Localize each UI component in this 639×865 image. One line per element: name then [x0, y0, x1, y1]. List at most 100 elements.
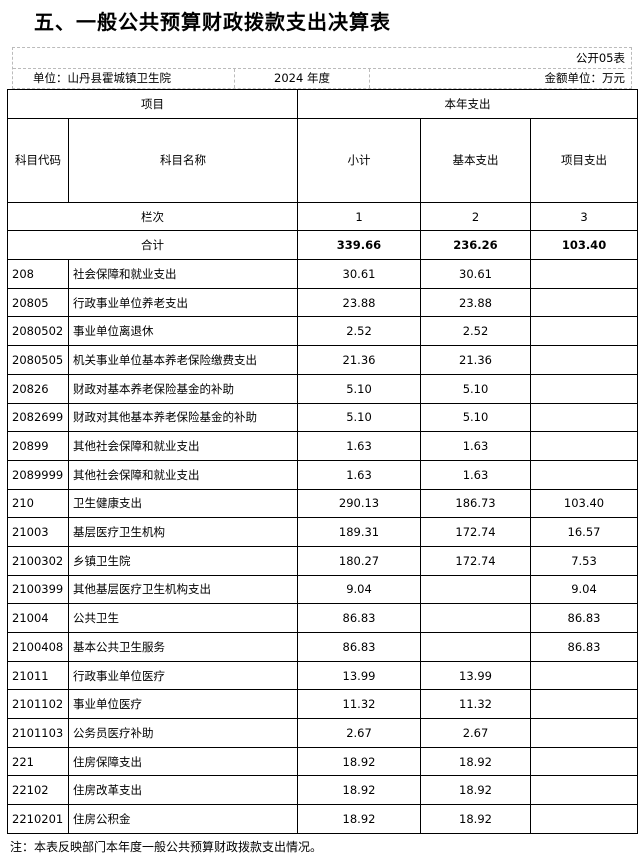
- row-code: 208: [7, 259, 69, 289]
- header-code: 科目代码: [7, 117, 69, 203]
- row-code: 2089999: [7, 459, 69, 490]
- row-project: 86.83: [529, 632, 639, 662]
- row-basic: 5.10: [420, 402, 531, 433]
- row-project: 16.57: [529, 517, 639, 547]
- row-name: 住房公积金: [68, 804, 298, 834]
- row-name: 其他基层医疗卫生机构支出: [68, 574, 298, 605]
- row-subtotal: 9.04: [297, 574, 421, 605]
- row-subtotal: 180.27: [297, 545, 421, 576]
- row-project: [529, 287, 639, 318]
- table-row: 2080502 事业单位离退休 2.52 2.52: [7, 316, 639, 347]
- row-subtotal: 2.67: [297, 718, 421, 748]
- row-basic: 172.74: [420, 517, 531, 547]
- row-basic: 2.67: [420, 718, 531, 748]
- row-code: 2210201: [7, 804, 69, 834]
- col-index-2: 2: [420, 201, 531, 232]
- row-code: 221: [7, 746, 69, 777]
- table-row: 2210201 住房公积金 18.92 18.92: [7, 804, 639, 834]
- row-project: 86.83: [529, 603, 639, 633]
- row-basic: 18.92: [420, 775, 531, 806]
- row-code: 2082699: [7, 402, 69, 433]
- row-code: 21004: [7, 603, 69, 633]
- table-row: 2100399 其他基层医疗卫生机构支出 9.04 9.04: [7, 574, 639, 605]
- row-subtotal: 189.31: [297, 517, 421, 547]
- row-subtotal: 1.63: [297, 431, 421, 461]
- row-project: [529, 373, 639, 404]
- row-code: 2101103: [7, 718, 69, 748]
- row-name: 卫生健康支出: [68, 488, 298, 519]
- table-meta: 公开05表 单位：山丹县霍城镇卫生院 2024 年度 金额单位：万元: [12, 47, 632, 89]
- row-project: [529, 459, 639, 490]
- row-project: [529, 402, 639, 433]
- table-row: 20826 财政对基本养老保险基金的补助 5.10 5.10: [7, 373, 639, 404]
- header-subtotal: 小计: [297, 117, 421, 203]
- row-project: [529, 316, 639, 347]
- header-project: 项目支出: [529, 117, 639, 203]
- row-subtotal: 23.88: [297, 287, 421, 318]
- row-name: 乡镇卫生院: [68, 545, 298, 576]
- page-title: 五、一般公共预算财政拨款支出决算表: [34, 10, 391, 34]
- row-project: [529, 431, 639, 461]
- row-subtotal: 21.36: [297, 345, 421, 375]
- row-name: 基层医疗卫生机构: [68, 517, 298, 547]
- col-index-label: 栏次: [7, 201, 298, 232]
- table-row: 2089999 其他社会保障和就业支出 1.63 1.63: [7, 459, 639, 490]
- row-basic: [420, 574, 531, 605]
- table-row: 208 社会保障和就业支出 30.61 30.61: [7, 259, 639, 289]
- row-code: 20805: [7, 287, 69, 318]
- row-name: 其他社会保障和就业支出: [68, 431, 298, 461]
- row-name: 其他社会保障和就业支出: [68, 459, 298, 490]
- total-basic: 236.26: [420, 230, 531, 261]
- row-code: 210: [7, 488, 69, 519]
- row-code: 2100399: [7, 574, 69, 605]
- row-subtotal: 18.92: [297, 804, 421, 834]
- table-row: 21004 公共卫生 86.83 86.83: [7, 603, 639, 633]
- row-subtotal: 18.92: [297, 775, 421, 806]
- row-project: 9.04: [529, 574, 639, 605]
- row-code: 2100302: [7, 545, 69, 576]
- col-index-3: 3: [529, 201, 639, 232]
- row-project: 7.53: [529, 545, 639, 576]
- header-name: 科目名称: [68, 117, 298, 203]
- row-basic: 2.52: [420, 316, 531, 347]
- row-basic: 13.99: [420, 660, 531, 691]
- row-name: 机关事业单位基本养老保险缴费支出: [68, 345, 298, 375]
- row-project: [529, 345, 639, 375]
- table-row: 22102 住房改革支出 18.92 18.92: [7, 775, 639, 806]
- row-name: 公共卫生: [68, 603, 298, 633]
- table-row: 2100302 乡镇卫生院 180.27 172.74 7.53: [7, 545, 639, 576]
- row-subtotal: 1.63: [297, 459, 421, 490]
- row-basic: 1.63: [420, 459, 531, 490]
- row-basic: 18.92: [420, 746, 531, 777]
- row-project: [529, 689, 639, 720]
- row-subtotal: 11.32: [297, 689, 421, 720]
- header-current: 本年支出: [296, 89, 639, 119]
- row-subtotal: 290.13: [297, 488, 421, 519]
- row-name: 行政事业单位医疗: [68, 660, 298, 691]
- row-code: 21003: [7, 517, 69, 547]
- row-subtotal: 18.92: [297, 746, 421, 777]
- row-basic: 30.61: [420, 259, 531, 289]
- row-project: [529, 775, 639, 806]
- fiscal-year: 2024 年度: [235, 69, 370, 88]
- table-row: 20899 其他社会保障和就业支出 1.63 1.63: [7, 431, 639, 461]
- total-project: 103.40: [529, 230, 639, 261]
- row-project: [529, 718, 639, 748]
- table-row: 210 卫生健康支出 290.13 186.73 103.40: [7, 488, 639, 519]
- row-project: [529, 746, 639, 777]
- col-index-1: 1: [297, 201, 421, 232]
- row-basic: 172.74: [420, 545, 531, 576]
- row-code: 2101102: [7, 689, 69, 720]
- header-basic: 基本支出: [420, 117, 531, 203]
- table-row: 2080505 机关事业单位基本养老保险缴费支出 21.36 21.36: [7, 345, 639, 375]
- row-basic: 23.88: [420, 287, 531, 318]
- row-name: 事业单位离退休: [68, 316, 298, 347]
- row-code: 22102: [7, 775, 69, 806]
- row-code: 20899: [7, 431, 69, 461]
- table-row: 2101103 公务员医疗补助 2.67 2.67: [7, 718, 639, 748]
- row-basic: 1.63: [420, 431, 531, 461]
- total-subtotal: 339.66: [297, 230, 421, 261]
- row-code: 2100408: [7, 632, 69, 662]
- row-subtotal: 30.61: [297, 259, 421, 289]
- row-subtotal: 2.52: [297, 316, 421, 347]
